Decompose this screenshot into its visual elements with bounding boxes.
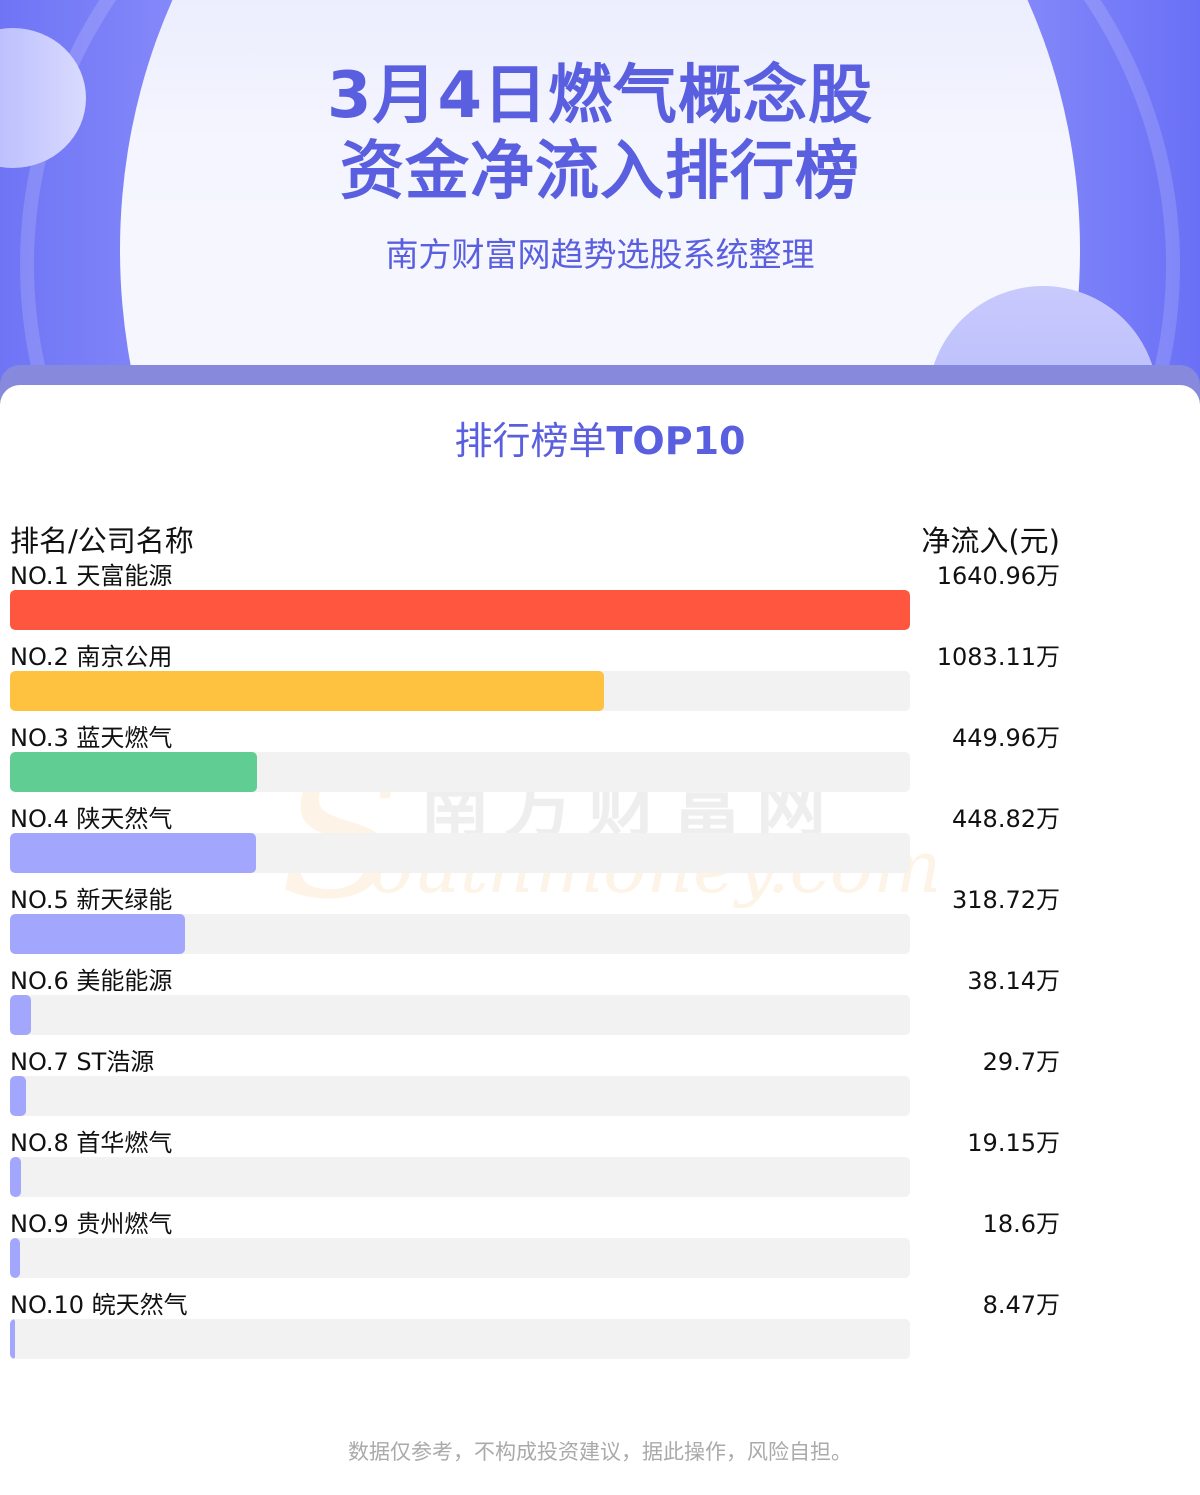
bar-track (10, 1319, 910, 1359)
bar-label: NO.10 皖天然气 (10, 1291, 188, 1319)
bar-value-label: 8.47万 (982, 1291, 1060, 1319)
bar-track (10, 914, 910, 954)
bar (10, 995, 31, 1035)
title-line-2: 资金净流入排行榜 (340, 135, 860, 209)
bar-label: NO.5 新天绿能 (10, 886, 173, 914)
page-title: 3月4日燃气概念股 资金净流入排行榜 (0, 58, 1200, 210)
section-title-cn: 排行榜单 (454, 419, 607, 463)
bar (10, 1076, 27, 1116)
title-line-1: 3月4日燃气概念股 (326, 59, 874, 133)
bar-track (10, 752, 910, 792)
bar-label: NO.9 贵州燃气 (10, 1210, 173, 1238)
bar-value-label: 19.15万 (967, 1129, 1060, 1157)
bar-value-label: 448.82万 (952, 805, 1060, 833)
bar (10, 1319, 15, 1359)
bar-label: NO.4 陕天然气 (10, 805, 173, 833)
bar (10, 833, 257, 873)
bar-value-label: 449.96万 (952, 724, 1060, 752)
section-title: 排行榜单TOP10 (0, 410, 1200, 465)
bar-value-label: 318.72万 (952, 886, 1060, 914)
section-title-en: TOP10 (606, 419, 746, 463)
bar (10, 1238, 21, 1278)
bar (10, 590, 910, 630)
bar-label: NO.8 首华燃气 (10, 1129, 173, 1157)
bar-track (10, 1157, 910, 1197)
bar-track (10, 590, 910, 630)
bar-value-label: 38.14万 (967, 967, 1060, 995)
bar-label: NO.3 蓝天燃气 (10, 724, 173, 752)
bar-track (10, 995, 910, 1035)
bar (10, 671, 605, 711)
bar (10, 1157, 21, 1197)
bar-label: NO.6 美能能源 (10, 967, 173, 995)
bar-value-label: 18.6万 (982, 1210, 1060, 1238)
column-header-inflow: 净流入(元) (921, 524, 1060, 558)
bar (10, 752, 257, 792)
header-banner: 3月4日燃气概念股 资金净流入排行榜 南方财富网趋势选股系统整理 (0, 0, 1200, 400)
bar-label: NO.7 ST浩源 (10, 1048, 155, 1076)
bar-value-label: 1640.96万 (936, 562, 1060, 590)
bar-value-label: 29.7万 (982, 1048, 1060, 1076)
bar-track (10, 833, 910, 873)
disclaimer: 数据仅参考，不构成投资建议，据此操作，风险自担。 (348, 1440, 852, 1464)
bar-label: NO.1 天富能源 (10, 562, 173, 590)
bar-track (10, 1076, 910, 1116)
bar-track (10, 1238, 910, 1278)
column-header-company: 排名/公司名称 (10, 524, 194, 558)
bar-label: NO.2 南京公用 (10, 643, 173, 671)
subtitle: 南方财富网趋势选股系统整理 (385, 235, 815, 274)
bar-track (10, 671, 910, 711)
bar (10, 914, 185, 954)
bar-value-label: 1083.11万 (936, 643, 1060, 671)
